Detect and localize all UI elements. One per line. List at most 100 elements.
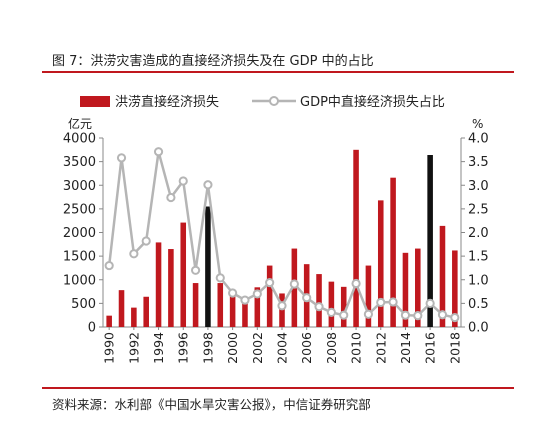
bar-2013 [390,177,396,327]
ratio-point-2010 [351,278,361,289]
bar-2007 [316,274,322,327]
bar-1999 [217,283,224,327]
left-tick-label: 2500 [63,202,96,217]
bar-1991 [118,290,125,327]
ratio-point-2011 [363,309,374,319]
x-tick-label: 2006 [299,332,314,364]
legend-line-marker [269,96,279,106]
right-tick-label: 1.5 [468,250,489,265]
legend-line-label: GDP中直接经济损失占比 [300,94,445,110]
bar-1990 [106,315,112,327]
right-tick-label: 2.5 [468,202,489,217]
x-tick-label: 2010 [349,332,364,364]
ratio-point-2013 [388,297,398,307]
ratio-point-1997 [190,265,201,275]
ratio-point-2001 [240,295,250,305]
bar-2017 [439,225,446,327]
bar-2011 [365,265,372,327]
left-tick-label: 0 [88,321,96,336]
right-axis-unit: % [472,117,483,131]
ratio-point-2012 [376,297,386,308]
right-tick-label: 4.0 [468,132,489,147]
right-tick-label: 2.0 [468,226,489,241]
ratio-point-1996 [178,176,188,186]
x-tick-label: 2004 [275,332,290,364]
ratio-point-1993 [141,236,151,246]
bar-2010 [353,149,359,327]
bar-2012 [377,200,384,327]
ratio-point-2002 [252,289,262,299]
title-rule [42,71,514,73]
left-axis-unit: 亿元 [68,116,92,131]
ratio-point-1995 [166,192,176,203]
ratio-point-2005 [289,279,299,289]
ratio-point-1998 [203,180,213,190]
ratio-point-1992 [129,249,139,259]
ratio-point-1991 [116,153,127,163]
x-tick-label: 1996 [176,332,191,364]
ratio-point-1994 [153,147,164,157]
bar-2003 [266,265,273,327]
ratio-point-2014 [400,310,411,320]
right-tick-label: 0.5 [468,297,489,312]
left-tick-label: 2000 [63,226,96,241]
x-tick-label: 2016 [423,332,438,364]
x-tick-label: 1994 [151,332,166,364]
bar-2000 [229,293,236,327]
bar-2002 [254,287,261,327]
right-tick-label: 0.0 [468,321,489,336]
bottom-rule [42,387,514,389]
ratio-point-1990 [104,260,114,271]
ratio-point-2016 [425,298,435,308]
right-tick-label: 3.5 [468,155,489,170]
right-tick-label: 1.0 [468,273,489,288]
x-tick-label: 2012 [373,332,388,364]
bar-2001 [242,297,248,327]
x-tick-label: 2002 [250,332,265,364]
legend-bar-swatch [80,96,110,107]
left-tick-label: 500 [71,297,96,312]
ratio-point-2003 [265,277,275,288]
bar-1998 [205,206,211,327]
ratio-point-2006 [302,293,312,303]
ratio-point-2004 [277,301,287,311]
legend-bar-label: 洪涝直接经济损失 [115,94,219,110]
source-note: 资料来源：水利部《中国水旱灾害公报》，中信证券研究部 [52,397,371,412]
bar-2015 [415,248,421,327]
bar-2008 [328,281,335,327]
bar-2014 [402,252,409,327]
ratio-point-1999 [215,273,225,283]
x-tick-label: 2008 [324,332,339,364]
left-tick-label: 3000 [63,179,96,194]
bar-1993 [143,296,149,327]
left-tick-label: 3500 [63,155,96,170]
plot-area: 0 500 1000 1500 2000 2500 3000 3500 4000 0.0 0.5 1.… [63,132,489,364]
bar-1996 [180,222,187,327]
x-tick-label: 2000 [225,332,240,364]
bar-1997 [192,283,199,327]
ratio-point-2009 [339,310,349,320]
bar-2009 [340,286,347,327]
left-tick-label: 1000 [63,273,96,288]
bar-1992 [131,307,137,327]
bar-1995 [168,249,174,327]
ratio-point-2007 [314,302,324,312]
ratio-point-2015 [413,311,423,321]
x-tick-label: 2018 [447,332,462,364]
left-tick-label: 4000 [63,132,96,147]
bar-2018 [452,250,458,327]
bar-1994 [155,242,162,327]
left-tick-label: 1500 [63,250,96,265]
ratio-point-2017 [437,310,448,320]
legend: 洪涝直接经济损失 GDP中直接经济损失占比 [80,94,445,110]
right-tick-label: 3.0 [468,179,489,194]
figure-title: 图 7：洪涝灾害造成的直接经济损失及在 GDP 中的占比 [52,54,374,69]
ratio-point-2000 [228,288,238,298]
x-tick-label: 1990 [102,332,117,364]
x-tick-label: 2014 [398,332,413,364]
x-tick-label: 1998 [200,332,215,364]
bar-2016 [427,155,433,327]
x-tick-label: 1992 [126,332,141,364]
ratio-point-2008 [326,307,336,317]
